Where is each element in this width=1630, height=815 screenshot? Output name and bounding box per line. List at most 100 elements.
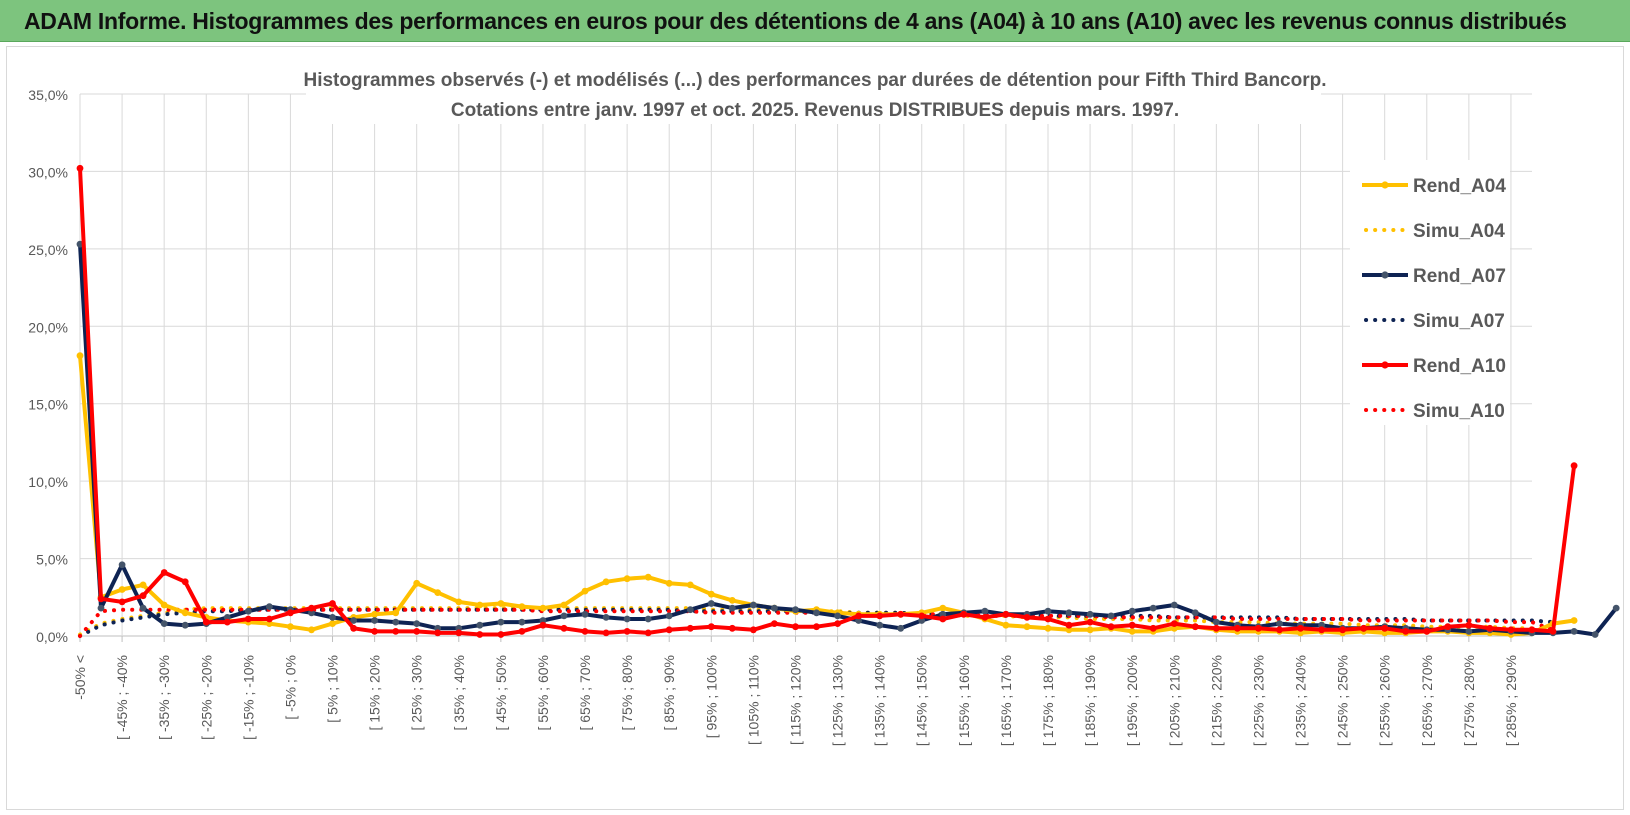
data-point: [1297, 624, 1304, 632]
data-point: [413, 628, 421, 635]
data-point: [497, 600, 505, 607]
x-tick-label: [ 165% ; 170%: [998, 655, 1014, 746]
data-point: [476, 601, 484, 609]
data-point: [1423, 628, 1431, 635]
data-point: [792, 606, 799, 614]
data-point: [644, 615, 652, 623]
data-point: [813, 609, 820, 617]
legend: Rend_A04 Simu_A04 Rend_A07 Simu_A07 Rend_A10…: [1362, 176, 1506, 422]
data-point: [602, 629, 610, 637]
data-point: [76, 164, 84, 172]
data-point: [160, 569, 168, 576]
data-point: [371, 610, 378, 618]
y-tick-label: 35,0%: [28, 87, 68, 103]
data-point: [1465, 621, 1473, 629]
data-point: [560, 624, 568, 632]
data-point: [1107, 612, 1115, 620]
report-title: ADAM Informe. Histogrammes des performan…: [24, 8, 1567, 34]
data-point: [181, 609, 189, 617]
data-point: [244, 607, 252, 615]
series-line: [78, 355, 1575, 637]
data-point: [750, 601, 757, 609]
x-tick-label: [ 125% ; 130%: [830, 655, 846, 746]
data-point: [1170, 601, 1178, 609]
data-point: [413, 579, 421, 587]
data-point: [287, 609, 294, 617]
x-tick-label: [ 285% ; 290%: [1503, 655, 1519, 746]
legend-entry: Simu_A10: [1364, 401, 1505, 422]
legend-label: Simu_A04: [1413, 221, 1505, 242]
legend-backdrop: [1350, 160, 1510, 425]
data-point: [1444, 623, 1452, 631]
data-point: [329, 620, 336, 627]
data-point: [918, 612, 926, 620]
data-point: [665, 579, 673, 587]
data-point: [329, 600, 336, 607]
y-tick-label: 15,0%: [28, 397, 68, 413]
x-tick-label: [ 235% ; 240%: [1293, 655, 1309, 746]
data-point: [1086, 618, 1094, 626]
x-tick-label: [ 215% ; 220%: [1208, 655, 1224, 746]
data-point: [1044, 607, 1052, 615]
data-point: [1086, 610, 1094, 618]
x-tick-label: [ -15% ; -10%: [240, 655, 256, 740]
data-point: [855, 612, 862, 620]
data-point: [455, 629, 463, 637]
data-point: [1128, 628, 1136, 635]
data-point: [623, 575, 631, 583]
data-point: [476, 621, 484, 629]
x-tick-label: [ 55% ; 60%: [535, 655, 551, 731]
legend-label: Rend_A07: [1413, 266, 1506, 287]
data-point: [981, 614, 989, 621]
data-point: [1549, 628, 1557, 635]
x-tick-label: -50% <: [72, 655, 88, 700]
x-tick-label: [ 205% ; 210%: [1166, 655, 1182, 746]
data-point: [350, 624, 357, 632]
data-point: [939, 615, 947, 623]
data-point: [287, 623, 294, 631]
data-point: [434, 629, 442, 637]
data-point: [686, 624, 694, 632]
data-point: [897, 610, 905, 618]
x-tick-label: [ 275% ; 280%: [1461, 655, 1477, 746]
legend-label: Simu_A07: [1413, 311, 1505, 332]
series-line: [78, 168, 1577, 637]
data-point: [1002, 621, 1010, 629]
data-point: [939, 604, 947, 612]
data-point: [1612, 604, 1620, 612]
y-tick-label: 30,0%: [28, 164, 68, 180]
data-point: [581, 628, 589, 635]
legend-entry: Rend_A07: [1362, 266, 1506, 287]
data-point: [581, 610, 589, 618]
title-backdrop: [306, 60, 1321, 124]
legend-label: Rend_A10: [1413, 356, 1506, 377]
data-point: [1044, 615, 1052, 623]
data-point: [539, 604, 547, 612]
data-point: [223, 618, 231, 626]
data-point: [308, 626, 315, 634]
data-point: [1065, 609, 1073, 617]
data-point: [371, 617, 378, 624]
data-point: [728, 624, 736, 632]
x-tick-label: [ 135% ; 140%: [872, 655, 888, 746]
data-point: [1234, 624, 1241, 632]
y-axis: 0,0% 5,0% 10,0% 15,0% 20,0% 25,0% 30,0% 35,0%: [28, 87, 68, 645]
data-point: [1107, 623, 1115, 631]
data-point: [1191, 609, 1199, 617]
x-tick-label: [ 95% ; 100%: [703, 655, 719, 738]
data-point: [266, 603, 273, 610]
data-point: [1212, 624, 1220, 632]
data-point: [371, 628, 378, 635]
legend-entry: Simu_A04: [1364, 221, 1505, 242]
x-tick-label: [ 45% ; 50%: [493, 655, 509, 731]
x-tick-label: [ -45% ; -40%: [114, 655, 130, 740]
data-point: [707, 590, 715, 598]
x-tick-label: [ 15% ; 20%: [367, 655, 383, 731]
chart-title: Histogrammes observés (-) et modélisés (…: [303, 70, 1326, 91]
data-point: [1591, 631, 1599, 638]
legend-entry: Simu_A07: [1364, 311, 1505, 332]
data-point: [181, 578, 189, 586]
data-point: [97, 595, 105, 603]
x-tick-label: [ 85% ; 90%: [661, 655, 677, 731]
